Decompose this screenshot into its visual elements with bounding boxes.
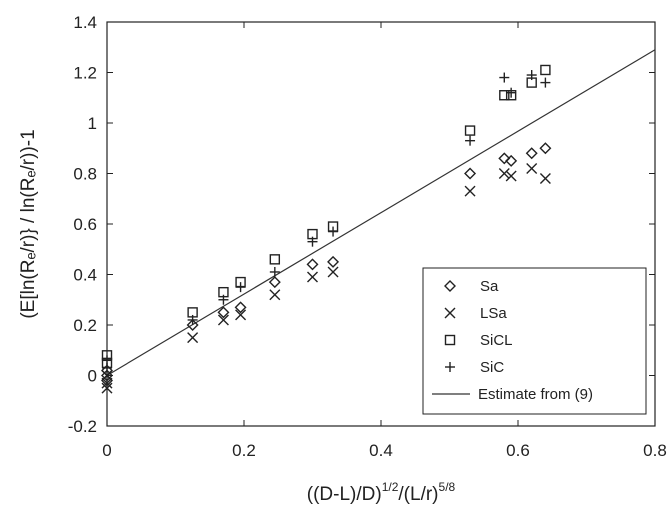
data-points bbox=[101, 64, 552, 394]
point-sa bbox=[327, 255, 340, 268]
legend-marker-lsa bbox=[444, 307, 456, 319]
y-tick-label: -0.2 bbox=[68, 417, 97, 436]
point-sic bbox=[187, 314, 198, 325]
y-tick-label: 0.2 bbox=[73, 316, 97, 335]
point-lsa bbox=[187, 332, 199, 344]
legend-marker-sicl bbox=[444, 334, 456, 346]
x-axis-ticks: 0 0.2 0.4 0.6 0.8 bbox=[102, 22, 667, 460]
x-axis-title-base: ((D-L)/D) bbox=[307, 484, 382, 505]
y-tick-label: 1.4 bbox=[73, 13, 97, 32]
point-lsa bbox=[235, 309, 247, 321]
legend-label: Estimate from (9) bbox=[478, 386, 593, 403]
point-sa bbox=[186, 319, 199, 331]
legend-label: Sa bbox=[480, 278, 499, 295]
estimate-line-layer bbox=[106, 49, 656, 377]
point-sa bbox=[234, 301, 247, 314]
estimate-line bbox=[106, 49, 656, 377]
x-tick-label: 0.4 bbox=[369, 441, 393, 460]
y-tick-label: 1.2 bbox=[73, 64, 97, 83]
point-lsa bbox=[101, 382, 113, 394]
y-axis-title: (E[ln(Rₑ/r)} / ln(Rₑ/r))-1 bbox=[18, 129, 39, 318]
legend-label: SiCL bbox=[480, 332, 513, 349]
legend-label: SiC bbox=[480, 359, 504, 376]
point-sicl bbox=[269, 254, 281, 265]
point-sicl bbox=[540, 64, 551, 76]
point-sic bbox=[102, 362, 112, 373]
y-tick-label: 0.4 bbox=[73, 266, 97, 285]
point-sa bbox=[464, 167, 477, 180]
point-lsa bbox=[498, 168, 510, 179]
point-sa bbox=[539, 142, 552, 155]
x-axis-title-exponent-1: 1/2 bbox=[382, 480, 399, 494]
point-sa bbox=[505, 154, 518, 167]
y-tick-label: 0 bbox=[88, 367, 97, 386]
point-sicl bbox=[464, 125, 476, 136]
point-sic bbox=[235, 282, 246, 293]
x-axis-title-exponent-2: 5/8 bbox=[439, 480, 456, 494]
y-tick-label: 1 bbox=[88, 114, 97, 133]
point-lsa bbox=[505, 170, 517, 182]
point-sa bbox=[101, 369, 113, 382]
y-tick-label: 0.6 bbox=[73, 215, 97, 234]
point-sic bbox=[465, 135, 476, 146]
point-sic bbox=[269, 266, 280, 277]
point-sic bbox=[526, 70, 537, 81]
point-sic bbox=[540, 77, 551, 88]
point-sa bbox=[525, 147, 538, 160]
point-sicl bbox=[499, 90, 510, 101]
point-sic bbox=[499, 72, 510, 83]
point-sa bbox=[498, 152, 511, 165]
y-tick-label: 0.8 bbox=[73, 165, 97, 184]
legend-marker-sa bbox=[444, 280, 456, 292]
legend-entries: Sa LSa SiCL SiC Estimate from (9) bbox=[432, 278, 593, 403]
point-sa bbox=[268, 276, 281, 289]
point-lsa bbox=[539, 173, 551, 185]
x-axis-title-middle: /(L/r) bbox=[398, 484, 438, 505]
point-sic bbox=[218, 294, 229, 305]
point-sic bbox=[328, 226, 339, 237]
x-tick-label: 0.6 bbox=[506, 441, 530, 460]
legend-marker-sic bbox=[445, 362, 455, 372]
x-tick-label: 0 bbox=[102, 441, 111, 460]
point-sa bbox=[306, 258, 319, 271]
point-lsa bbox=[464, 185, 476, 197]
point-lsa bbox=[217, 314, 229, 326]
point-sic bbox=[506, 87, 517, 98]
point-lsa bbox=[327, 266, 339, 278]
x-tick-label: 0.2 bbox=[232, 441, 256, 460]
point-lsa bbox=[526, 162, 538, 174]
x-axis-title: ((D-L)/D)1/2/(L/r)5/8 bbox=[307, 480, 456, 505]
point-sic bbox=[307, 236, 318, 247]
x-tick-label: 0.8 bbox=[643, 441, 667, 460]
legend: Sa LSa SiCL SiC Estimate from (9) bbox=[422, 267, 647, 415]
point-lsa bbox=[101, 370, 113, 381]
point-lsa bbox=[307, 271, 318, 283]
legend-box bbox=[422, 267, 647, 415]
legend-label: LSa bbox=[480, 305, 507, 322]
point-sa bbox=[217, 306, 230, 319]
point-lsa bbox=[269, 289, 281, 301]
